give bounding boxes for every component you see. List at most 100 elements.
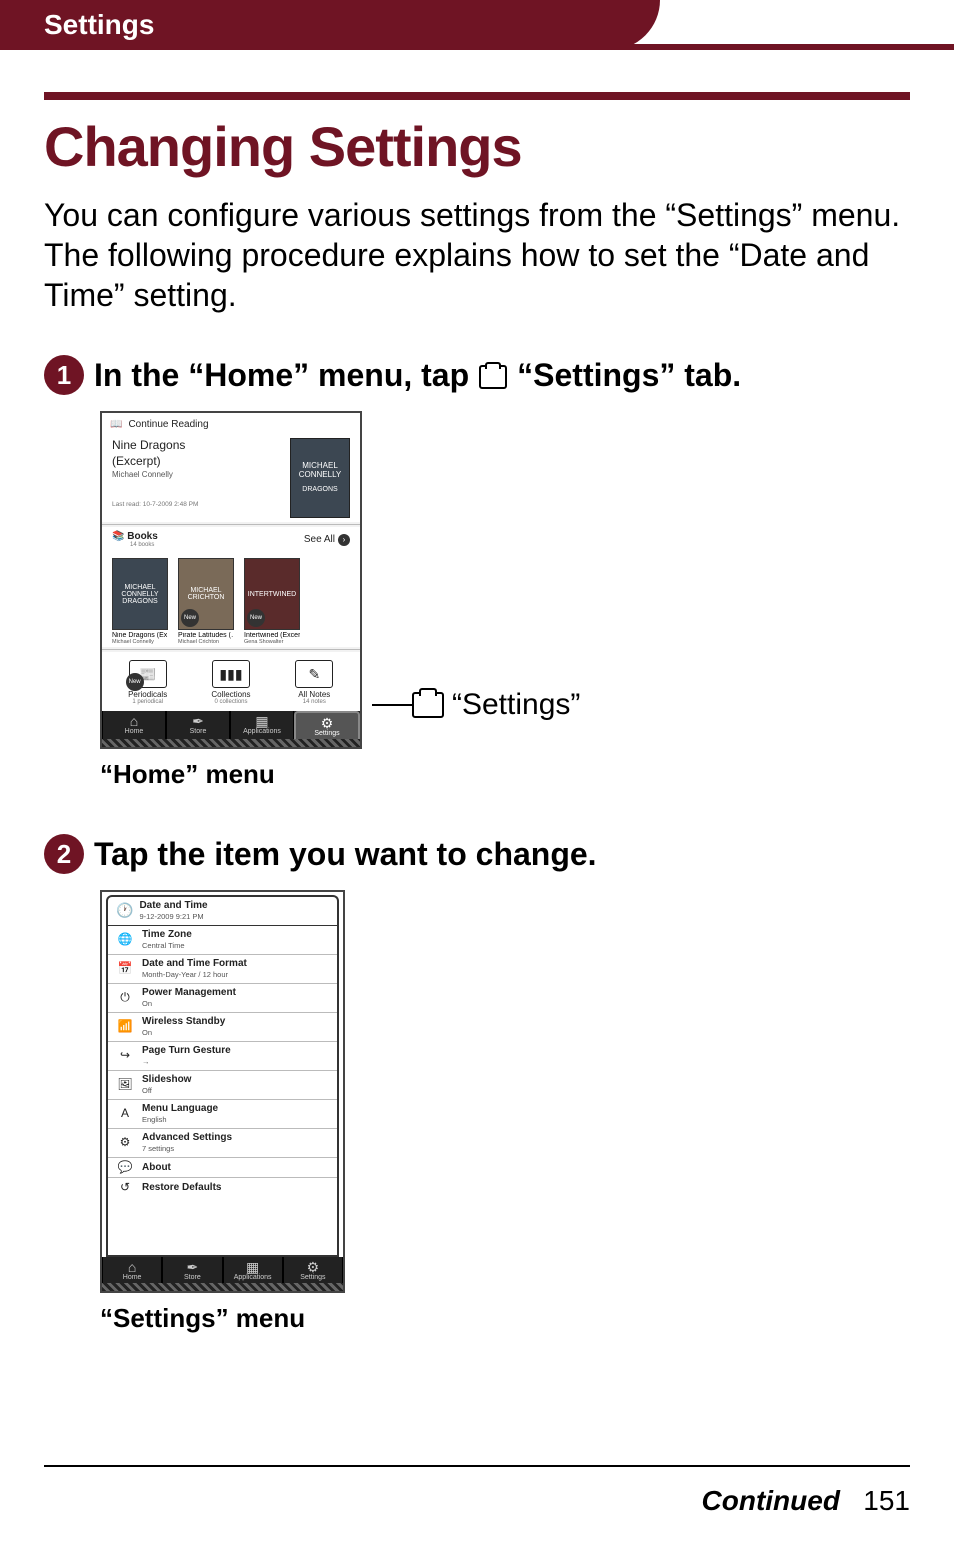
title-rule xyxy=(44,92,910,100)
home-shot-row: 📖 Continue Reading Nine Dragons (Excerpt… xyxy=(100,411,910,749)
item-sub: Month-Day-Year / 12 hour xyxy=(142,970,228,979)
featured-row: Nine Dragons (Excerpt) Michael Connelly … xyxy=(102,432,360,522)
book-thumb: MICHAEL CONNELLY DRAGONS Nine Dragons (E… xyxy=(112,558,168,645)
section-banner: Settings xyxy=(0,0,954,62)
wireless-icon: 📶 xyxy=(116,1020,134,1033)
settings-item: ⚙Advanced Settings7 settings xyxy=(108,1128,337,1157)
settings-list: 🌐Time ZoneCentral Time 📅Date and Time Fo… xyxy=(106,925,339,1197)
item-title: Advanced Settings xyxy=(142,1132,232,1143)
page-number: 151 xyxy=(863,1485,910,1516)
step2-bullet: 2 xyxy=(44,834,84,874)
category-sub: 14 notes xyxy=(284,699,344,705)
book-thumb: MICHAEL CRICHTONNew Pirate Latitudes (… … xyxy=(178,558,234,645)
intro-text: You can configure various settings from … xyxy=(44,195,910,315)
step1-head: 1 In the “Home” menu, tap “Settings” tab… xyxy=(44,355,910,395)
banner-tail xyxy=(630,44,954,50)
thumb-name: Pirate Latitudes (… xyxy=(178,632,234,639)
featured-title: Nine Dragons xyxy=(112,438,276,452)
settings-icon: ⚙ xyxy=(284,1260,342,1274)
step2-body: 🕐 Date and Time 9-12-2009 9:21 PM 🌐Time … xyxy=(44,890,910,1334)
thumb-author: Michael Connelly xyxy=(112,639,168,645)
item-title: Menu Language xyxy=(142,1103,218,1114)
category-label: Collections xyxy=(201,690,261,699)
featured-text: Nine Dragons (Excerpt) Michael Connelly … xyxy=(112,438,276,518)
settings-item: ↪Page Turn Gesture→ xyxy=(108,1041,337,1070)
home-screenshot: 📖 Continue Reading Nine Dragons (Excerpt… xyxy=(100,411,362,749)
pointer-row: “Settings” xyxy=(372,688,580,722)
thumb-cover: INTERTWINEDNew xyxy=(244,558,300,630)
footer-text: Continued 151 xyxy=(702,1485,910,1517)
section-title: Settings xyxy=(44,9,154,41)
featured-subtitle: (Excerpt) xyxy=(112,454,276,468)
home-icon: ⌂ xyxy=(103,714,165,728)
settings-screenshot: 🕐 Date and Time 9-12-2009 9:21 PM 🌐Time … xyxy=(100,890,345,1293)
thumb-cover-text: INTERTWINED xyxy=(248,591,296,598)
books-label: Books xyxy=(127,531,158,542)
item-sub: → xyxy=(142,1057,150,1066)
new-badge: New xyxy=(181,609,199,627)
grip-bar xyxy=(102,1283,343,1291)
thumb-name: Intertwined (Excer… xyxy=(244,632,300,639)
category-label: Periodicals xyxy=(118,690,178,699)
settings-icon: ⚙ xyxy=(296,716,358,730)
settings-item: AMenu LanguageEnglish xyxy=(108,1099,337,1128)
step1-text-before: In the “Home” menu, tap xyxy=(94,357,469,394)
category-item: ▮▮▮ Collections 0 collections xyxy=(201,660,261,705)
item-title: About xyxy=(142,1162,171,1173)
collections-icon: ▮▮▮ xyxy=(212,660,250,688)
book-thumbs: MICHAEL CONNELLY DRAGONS Nine Dragons (E… xyxy=(102,552,360,647)
item-title: Power Management xyxy=(142,987,236,998)
step2-text: Tap the item you want to change. xyxy=(94,836,597,873)
step1-bullet: 1 xyxy=(44,355,84,395)
list-blank xyxy=(106,1197,339,1257)
restore-icon: ↺ xyxy=(116,1181,134,1194)
settings-header-sub: 9-12-2009 9:21 PM xyxy=(139,912,203,921)
settings-item: 📶 Wireless StandbyOn xyxy=(108,1012,337,1041)
settings-item: ↺ Restore Defaults xyxy=(108,1177,337,1197)
continue-reading-label: Continue Reading xyxy=(128,419,208,430)
nav-settings: ⚙Settings xyxy=(294,711,360,739)
settings-header-title: Date and Time xyxy=(139,900,207,911)
divider xyxy=(102,524,360,525)
category-sub: 1 periodical xyxy=(118,699,178,705)
item-title: Wireless Standby xyxy=(142,1016,225,1027)
home-icon: ⌂ xyxy=(103,1260,161,1274)
step1-text-after: “Settings” tab. xyxy=(517,357,741,394)
nav-applications: ▦Applications xyxy=(230,711,294,739)
clock-icon: 🕐 xyxy=(116,903,133,918)
see-all-label: See All xyxy=(304,534,335,545)
home-caption: “Home” menu xyxy=(100,759,910,790)
nav-label: Home xyxy=(123,1274,142,1281)
nav-applications: ▦Applications xyxy=(223,1257,283,1283)
banner-curve xyxy=(600,0,660,50)
store-icon: ✒ xyxy=(167,714,229,728)
about-icon: 💬 xyxy=(116,1161,134,1174)
settings-header-row: 🕐 Date and Time 9-12-2009 9:21 PM xyxy=(106,895,339,925)
featured-lastread: Last read: 10-7-2009 2:48 PM xyxy=(112,501,276,508)
cover-line2: CONNELLY xyxy=(299,471,342,480)
gesture-icon: ↪ xyxy=(116,1049,134,1062)
apps-icon: ▦ xyxy=(231,714,293,728)
featured-author: Michael Connelly xyxy=(112,470,276,479)
nav-settings: ⚙Settings xyxy=(283,1257,343,1283)
cover-line3: DRAGONS xyxy=(302,486,337,494)
item-sub: Central Time xyxy=(142,941,185,950)
item-title: Restore Defaults xyxy=(142,1182,221,1193)
toolbox-icon xyxy=(412,692,444,718)
books-icon: 📚 xyxy=(112,531,124,542)
content: Changing Settings You can configure vari… xyxy=(0,62,954,1334)
settings-item: 🖼SlideshowOff xyxy=(108,1070,337,1099)
books-bar: 📚 Books 14 books See All › xyxy=(102,527,360,552)
page-title: Changing Settings xyxy=(44,114,910,179)
bottom-nav: ⌂Home ✒Store ▦Applications ⚙Settings xyxy=(102,711,360,739)
thumb-author: Gena Showalter xyxy=(244,639,300,645)
notes-icon: ✎ xyxy=(295,660,333,688)
nav-label: Home xyxy=(125,728,144,735)
settings-item: 🌐Time ZoneCentral Time xyxy=(108,925,337,954)
continued-label: Continued xyxy=(702,1485,840,1516)
category-item: ✎ All Notes 14 notes xyxy=(284,660,344,705)
item-sub: On xyxy=(142,1028,152,1037)
nav-label: Applications xyxy=(243,728,281,735)
pointer-line xyxy=(372,704,412,706)
nav-store: ✒Store xyxy=(162,1257,222,1283)
